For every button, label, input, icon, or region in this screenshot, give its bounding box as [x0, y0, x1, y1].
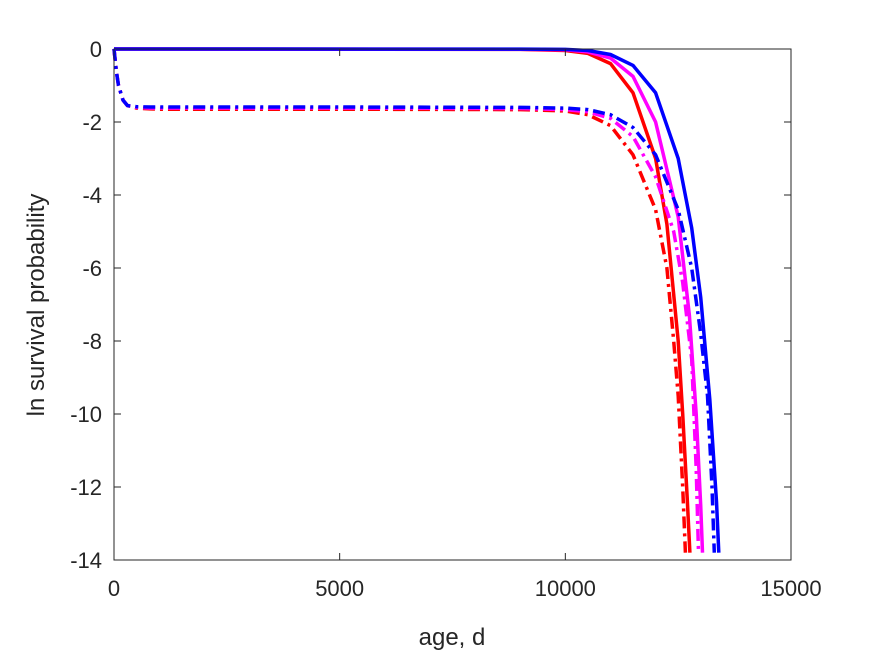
- y-tick-label: -10: [70, 402, 102, 427]
- series-line-6: [112, 48, 717, 553]
- x-tick-label: 0: [108, 576, 120, 601]
- plot-area: [114, 49, 791, 560]
- x-axis-label: age, d: [419, 624, 486, 651]
- plot-frame: [113, 48, 792, 561]
- x-tick-label: 10000: [535, 576, 596, 601]
- y-tick-label: -12: [70, 475, 102, 500]
- y-tick-label: -2: [82, 110, 102, 135]
- x-tick-label: 15000: [760, 576, 821, 601]
- y-tick-label: -8: [82, 329, 102, 354]
- tick-labels-group: 0 5000 10000 15000 0 -2 -4 -6 -8 -10 -12 -14: [70, 37, 821, 601]
- y-axis-label: ln survival probability: [23, 194, 50, 417]
- x-tick-label: 5000: [315, 576, 364, 601]
- y-tick-label: -14: [70, 548, 102, 573]
- y-tick-label: 0: [90, 37, 102, 62]
- y-tick-label: -4: [82, 183, 102, 208]
- y-tick-label: -6: [82, 256, 102, 281]
